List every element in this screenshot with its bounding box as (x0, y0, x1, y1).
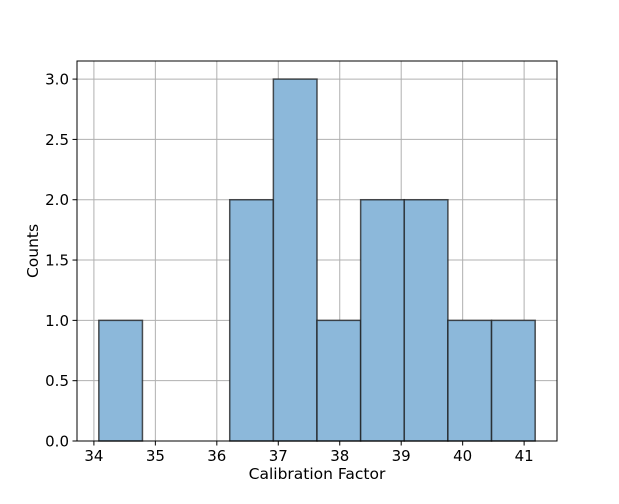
x-tick-label-0: 34 (84, 447, 103, 465)
y-tick-label-5: 2.5 (45, 131, 69, 149)
histogram-bar-6 (359, 198, 406, 442)
histogram-bar-0 (98, 319, 144, 442)
histogram-bar-5 (316, 319, 362, 442)
x-tick-label-1: 35 (146, 447, 165, 465)
y-tick-label-4: 2.0 (45, 191, 69, 209)
plot-frame (76, 60, 558, 442)
x-tick-label-7: 41 (515, 447, 534, 465)
x-tick-label-3: 37 (269, 447, 288, 465)
histogram-bar-7 (403, 198, 449, 442)
histogram-bar-9 (490, 319, 536, 442)
tick-marks-and-labels: 34 35 36 37 38 39 40 41 0.0 0.5 1.0 1.5 2.0 2.5 3.0 (45, 71, 534, 465)
y-tick-label-3: 1.5 (45, 252, 69, 270)
x-tick-label-2: 36 (207, 447, 226, 465)
x-tick-label-5: 39 (392, 447, 411, 465)
y-axis-label: Counts (24, 224, 42, 278)
x-axis-label: Calibration Factor (249, 465, 386, 483)
axes-frame (76, 60, 558, 442)
histogram-bars (98, 78, 536, 442)
y-tick-label-2: 1.0 (45, 312, 69, 330)
histogram-bar-8 (447, 319, 493, 442)
histogram-bar-4 (272, 78, 318, 442)
y-tick-label-6: 3.0 (45, 71, 69, 89)
y-tick-label-1: 0.5 (45, 372, 69, 390)
x-tick-label-4: 38 (330, 447, 349, 465)
histogram-bar-3 (228, 198, 275, 442)
y-tick-label-0: 0.0 (45, 433, 69, 451)
x-tick-label-6: 40 (453, 447, 472, 465)
